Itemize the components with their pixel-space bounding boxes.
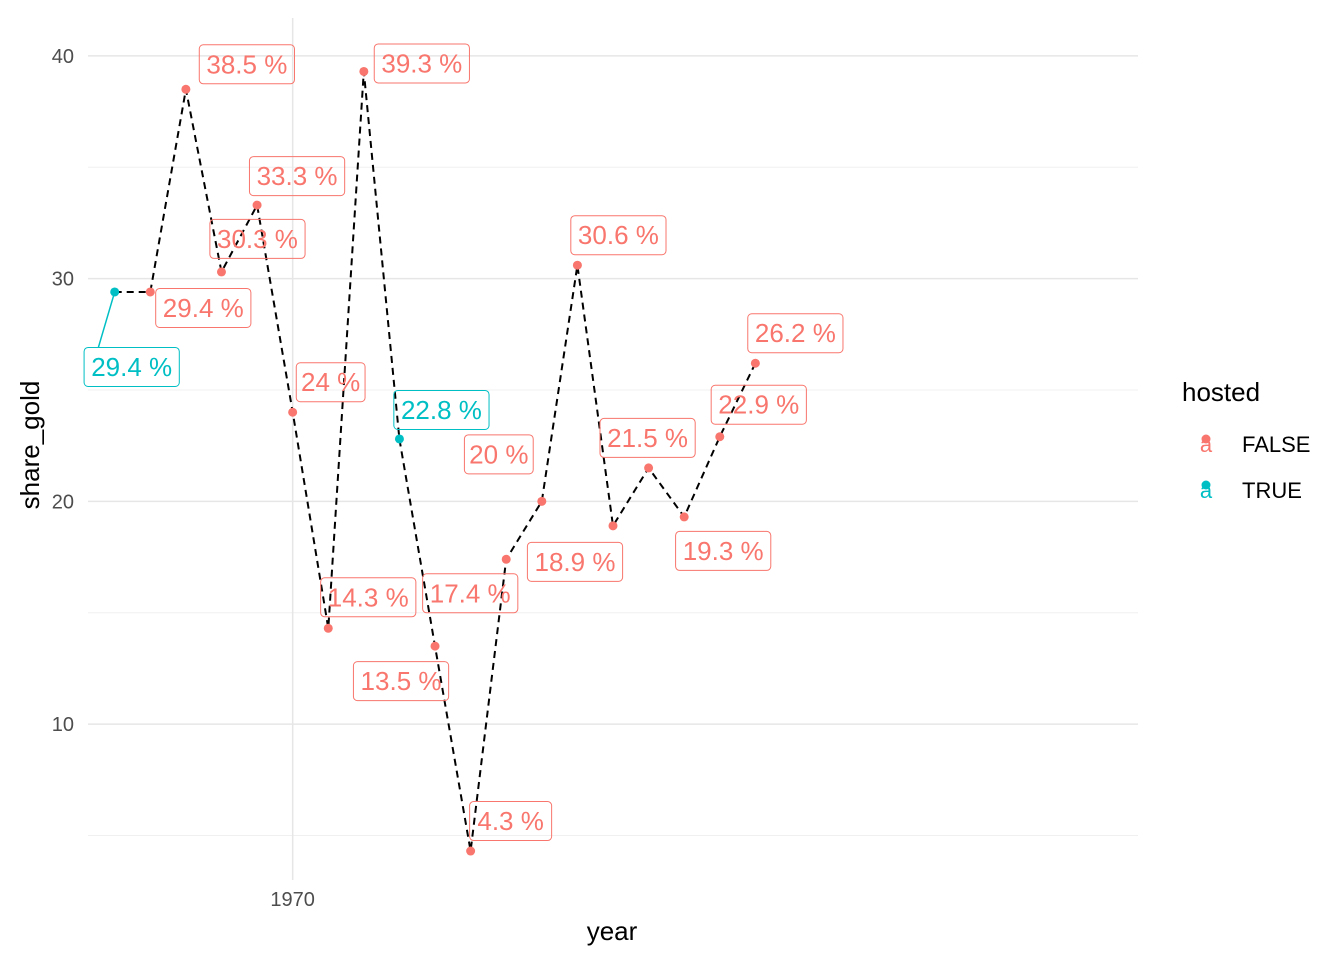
y-tick-label: 20 bbox=[52, 491, 74, 513]
y-tick-label: 10 bbox=[52, 714, 74, 736]
data-point bbox=[323, 623, 333, 633]
data-label-box bbox=[155, 287, 252, 328]
data-label-box bbox=[83, 346, 180, 387]
data-point bbox=[288, 407, 298, 417]
data-label: 33.3 % bbox=[257, 161, 338, 191]
x-axis-title: year bbox=[587, 916, 638, 946]
data-label-box bbox=[373, 43, 470, 84]
legend: hosted a FALSE a TRUE bbox=[1182, 377, 1310, 503]
legend-label: FALSE bbox=[1242, 432, 1310, 457]
x-tick-label: 1970 bbox=[270, 889, 315, 911]
data-label: 29.4 % bbox=[163, 293, 244, 323]
data-label: 17.4 % bbox=[430, 578, 511, 608]
data-label-box bbox=[320, 577, 417, 618]
data-point bbox=[145, 287, 155, 297]
data-label: 14.3 % bbox=[328, 582, 409, 612]
legend-label: TRUE bbox=[1242, 478, 1302, 503]
grid-major bbox=[88, 18, 1138, 880]
data-label: 20 % bbox=[469, 439, 528, 469]
legend-title: hosted bbox=[1182, 377, 1260, 407]
data-point bbox=[644, 463, 654, 473]
data-label: 29.4 % bbox=[91, 352, 172, 382]
data-label-box bbox=[352, 661, 450, 702]
data-label-box bbox=[209, 218, 306, 259]
data-point bbox=[501, 554, 511, 564]
data-label-box bbox=[393, 389, 490, 430]
data-label: 22.9 % bbox=[718, 390, 799, 420]
data-point bbox=[430, 641, 440, 651]
data-label: 21.5 % bbox=[607, 423, 688, 453]
data-point bbox=[679, 512, 689, 522]
data-label-box bbox=[469, 801, 553, 842]
data-label: 18.9 % bbox=[535, 547, 616, 577]
data-point bbox=[537, 496, 547, 506]
data-point bbox=[216, 267, 226, 277]
data-label: 22.8 % bbox=[401, 395, 482, 425]
data-label: 19.3 % bbox=[683, 536, 764, 566]
data-point bbox=[359, 66, 369, 76]
y-axis-ticks: 10 20 30 40 bbox=[52, 46, 74, 736]
data-label: 30.3 % bbox=[217, 224, 298, 254]
data-label: 38.5 % bbox=[206, 49, 287, 79]
data-label-box bbox=[570, 215, 667, 256]
data-label-box bbox=[295, 362, 366, 403]
grid-minor bbox=[88, 166, 1138, 836]
y-axis-title: share_gold bbox=[15, 381, 45, 510]
data-point bbox=[394, 434, 404, 444]
legend-key-point bbox=[1201, 434, 1211, 444]
data-point bbox=[466, 846, 476, 856]
data-label-box bbox=[463, 434, 534, 475]
data-label-box bbox=[747, 313, 844, 354]
y-tick-label: 40 bbox=[52, 46, 74, 68]
series-line bbox=[114, 71, 757, 852]
data-label: 13.5 % bbox=[361, 666, 442, 696]
data-label-box bbox=[526, 541, 624, 582]
data-labels: 29.4 % 29.4 % 38.5 % 30.3 % 33.3 % 24 % 14.3 %… bbox=[83, 43, 844, 842]
legend-key-point bbox=[1201, 480, 1211, 490]
data-label: 30.6 % bbox=[578, 220, 659, 250]
legend-key-glyph: a bbox=[1200, 432, 1213, 457]
points bbox=[110, 66, 760, 856]
data-point bbox=[715, 432, 725, 442]
data-point bbox=[750, 358, 760, 368]
data-label-box bbox=[422, 573, 519, 614]
data-label-box bbox=[675, 530, 772, 571]
data-label-box bbox=[599, 417, 696, 458]
data-point bbox=[572, 260, 582, 270]
legend-entries: a FALSE a TRUE bbox=[1200, 432, 1311, 503]
data-label: 39.3 % bbox=[381, 48, 462, 78]
data-label-box bbox=[198, 44, 295, 85]
data-point bbox=[608, 521, 618, 531]
data-label-box bbox=[710, 384, 807, 425]
data-point bbox=[252, 200, 262, 210]
series-line-path bbox=[114, 71, 757, 852]
y-tick-label: 30 bbox=[52, 269, 74, 291]
data-label-box bbox=[248, 156, 346, 197]
data-label: 26.2 % bbox=[755, 318, 836, 348]
label-leader bbox=[97, 291, 116, 348]
x-axis-ticks: 1970 bbox=[270, 889, 315, 911]
data-point bbox=[181, 84, 191, 94]
legend-key-glyph: a bbox=[1200, 478, 1213, 503]
data-label: 4.3 % bbox=[477, 806, 544, 836]
data-label: 24 % bbox=[301, 367, 360, 397]
